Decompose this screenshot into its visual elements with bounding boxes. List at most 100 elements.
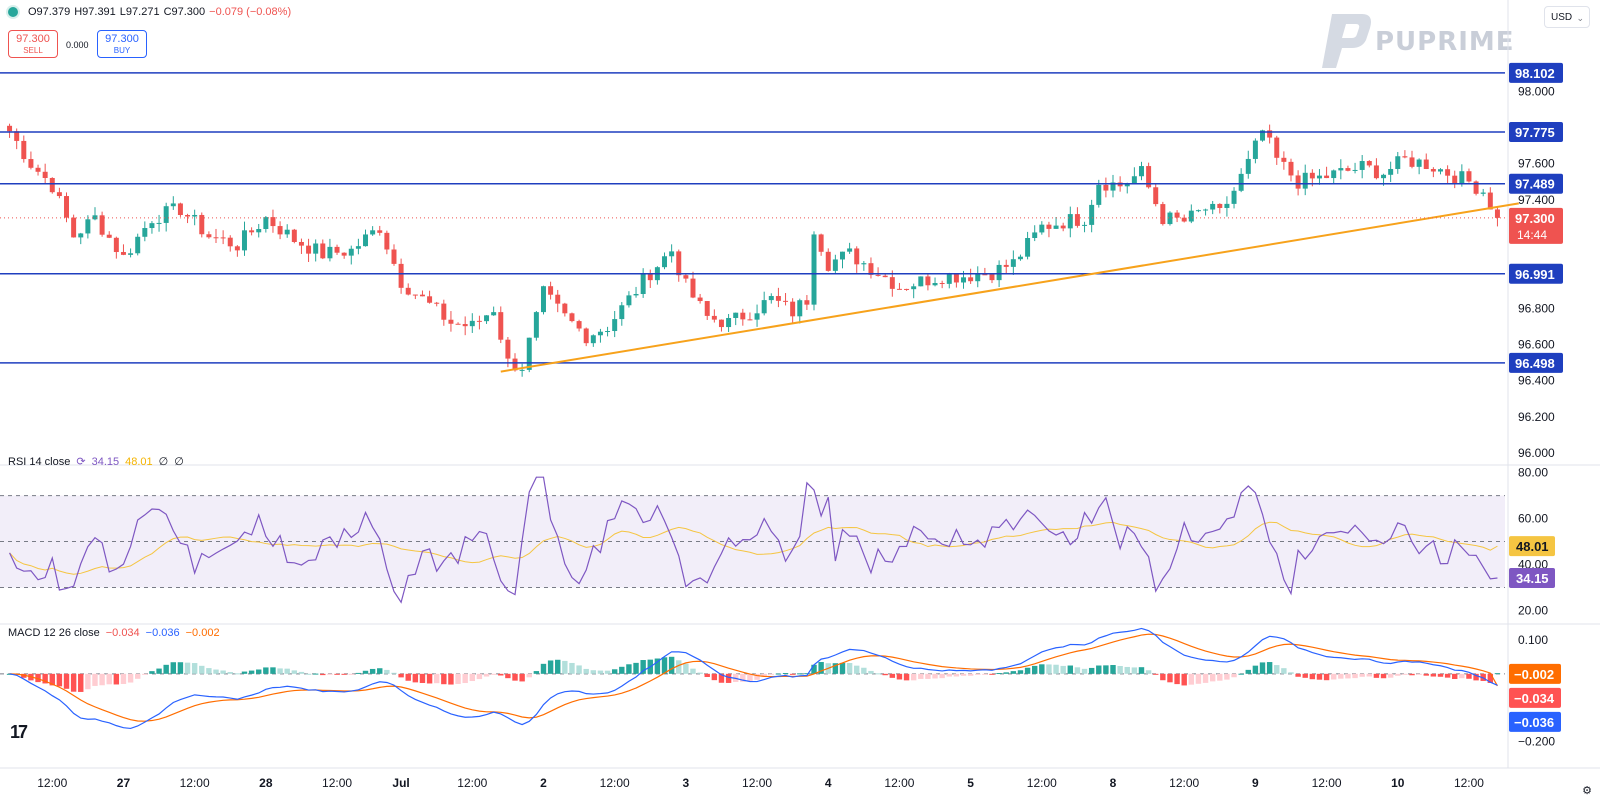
candle-body <box>277 226 283 235</box>
candle-body <box>932 283 938 286</box>
macd-histogram-bar <box>967 673 974 676</box>
macd-histogram-bar <box>846 663 853 674</box>
bar-countdown: 14:44 <box>1517 228 1547 242</box>
candle-body <box>647 273 653 281</box>
rsi-settings-icon[interactable]: ⟳ <box>76 456 86 468</box>
macd-histogram-bar <box>455 673 461 684</box>
macd-histogram-bar <box>975 673 981 675</box>
macd-histogram-bar <box>35 673 41 683</box>
macd-histogram-bar <box>583 668 589 674</box>
time-tick-label: 12:00 <box>742 776 772 790</box>
candle-body <box>412 294 418 296</box>
candle-body <box>1466 171 1472 182</box>
macd-histogram-bar <box>134 673 141 679</box>
sell-button[interactable]: 97.300 SELL <box>8 30 58 58</box>
candle-body <box>533 312 539 338</box>
candle-body <box>306 245 312 254</box>
candle-body <box>519 369 525 371</box>
macd-histogram-bar <box>1444 673 1451 678</box>
candle-body <box>455 323 461 325</box>
macd-histogram-bar <box>1359 673 1365 677</box>
price-tick-label: 98.000 <box>1518 84 1555 98</box>
macd-histogram-bar <box>640 660 646 674</box>
macd-histogram-bar <box>882 673 888 676</box>
time-tick-label: 27 <box>117 776 131 790</box>
ohlc-legend: O97.379 H97.391 L97.271 C97.300 −0.079 (… <box>8 6 291 18</box>
candle-body <box>854 248 860 265</box>
candle-body <box>512 358 518 371</box>
level-price-label: 96.991 <box>1515 267 1555 282</box>
macd-histogram-bar <box>362 670 369 674</box>
candle-body <box>1324 175 1330 179</box>
macd-histogram-bar <box>163 664 169 674</box>
macd-histogram-bar <box>754 673 760 680</box>
macd-histogram-bar <box>462 673 468 684</box>
candle-body <box>1160 204 1166 225</box>
macd-histogram-bar <box>1209 673 1216 682</box>
candle-body <box>904 288 910 290</box>
candle-body <box>1074 214 1080 226</box>
rsi-legend-title: RSI 14 close <box>8 455 71 468</box>
macd-histogram-bar <box>555 659 561 674</box>
candle-body <box>256 229 262 233</box>
candle-body <box>370 230 376 235</box>
macd-histogram-bar <box>1110 665 1116 674</box>
legend-close: C97.300 <box>163 6 206 18</box>
candle-body <box>220 237 226 239</box>
macd-histogram-bar <box>697 672 703 674</box>
candle-body <box>690 278 696 298</box>
candle-body <box>1210 203 1216 210</box>
macd-histogram-bar <box>910 673 917 681</box>
macd-histogram-bar <box>1138 667 1145 674</box>
legend-change: −0.079 (−0.08%) <box>209 6 292 18</box>
macd-histogram-bar <box>1053 664 1059 674</box>
candle-body <box>1032 232 1038 238</box>
candle-body <box>1445 169 1451 176</box>
candle-body <box>847 248 853 252</box>
candle-body <box>334 246 340 253</box>
macd-histogram-bar <box>149 671 155 674</box>
candle-body <box>896 288 902 290</box>
candle-body <box>7 125 13 132</box>
candle-body <box>761 300 767 314</box>
candle-body <box>726 317 732 328</box>
macd-histogram-bar <box>839 662 846 674</box>
level-price-label: 97.489 <box>1515 177 1555 192</box>
candle-body <box>1245 158 1251 174</box>
macd-legend-macd: −0.036 <box>145 627 180 639</box>
macd-histogram-bar <box>298 671 305 674</box>
settings-icon[interactable]: ⚙ <box>1582 785 1592 797</box>
macd-histogram-bar <box>1039 664 1045 674</box>
candle-body <box>1409 157 1415 167</box>
candle-body <box>71 217 77 238</box>
macd-histogram-bar <box>277 668 283 674</box>
macd-histogram-bar <box>78 673 84 692</box>
rsi-tick-label: 60.00 <box>1518 512 1548 526</box>
macd-histogram-bar <box>868 670 874 674</box>
candle-body <box>405 287 411 295</box>
macd-tick-label: −0.200 <box>1518 734 1555 748</box>
candle-body <box>1480 192 1486 194</box>
legend-low: L97.271 <box>119 6 160 18</box>
macd-value-tag-label: −0.036 <box>1514 715 1554 730</box>
macd-histogram-bar <box>982 673 988 675</box>
candle-body <box>1381 174 1387 179</box>
candle-body <box>676 251 682 276</box>
candle-body <box>42 171 48 178</box>
candle-body <box>1274 137 1280 158</box>
macd-histogram-bar <box>1409 673 1415 676</box>
candle-body <box>1039 224 1045 233</box>
candle-body <box>911 286 917 290</box>
time-tick-label: 12:00 <box>1454 776 1484 790</box>
macd-histogram-bar <box>1466 673 1472 679</box>
candle-body <box>1331 170 1337 179</box>
level-price-label: 97.775 <box>1515 125 1555 140</box>
currency-selector[interactable]: USD ⌄ <box>1544 6 1590 28</box>
buy-button[interactable]: 97.300 BUY <box>97 30 147 58</box>
candle-body <box>982 274 988 276</box>
candle-body <box>868 263 874 275</box>
macd-histogram-bar <box>49 673 55 686</box>
macd-histogram-bar <box>1224 673 1230 680</box>
candle-body <box>206 234 212 238</box>
